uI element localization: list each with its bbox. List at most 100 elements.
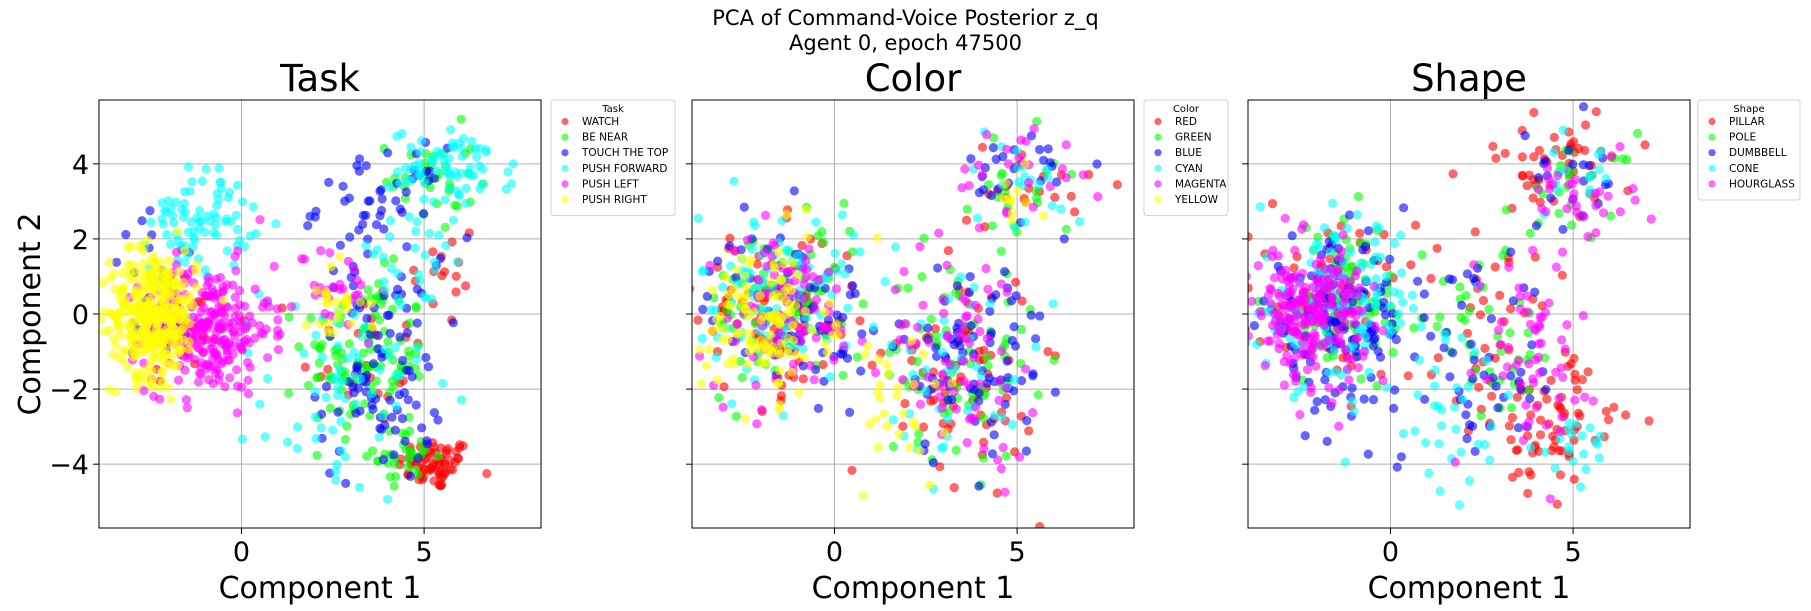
data-point: [1451, 424, 1461, 434]
data-point: [1334, 385, 1344, 395]
data-point: [758, 311, 768, 321]
data-point: [1493, 325, 1504, 335]
data-point: [1551, 367, 1561, 377]
data-point: [1478, 295, 1488, 306]
data-point: [379, 224, 389, 234]
data-point: [713, 256, 723, 266]
data-point: [718, 402, 728, 412]
data-point: [1310, 405, 1320, 415]
data-point: [836, 259, 847, 269]
data-point: [773, 311, 783, 321]
data-point: [915, 242, 925, 252]
data-point: [1371, 274, 1381, 284]
data-point: [208, 353, 218, 363]
data-point: [1498, 371, 1508, 381]
legend-marker: [1708, 149, 1716, 157]
data-point: [233, 246, 243, 256]
data-point: [1347, 396, 1357, 407]
data-point: [1410, 426, 1420, 436]
data-point: [938, 294, 948, 304]
data-point: [1024, 426, 1034, 436]
data-point: [1493, 403, 1503, 413]
data-point: [747, 244, 757, 254]
data-point: [1001, 179, 1011, 189]
data-point: [1228, 259, 1237, 268]
data-point: [394, 557, 403, 566]
data-point: [328, 425, 338, 435]
data-point: [450, 200, 460, 210]
data-point: [811, 217, 821, 227]
data-point: [145, 206, 155, 216]
data-point: [825, 372, 835, 382]
data-point: [837, 210, 848, 220]
data-point: [352, 363, 362, 373]
data-point: [720, 272, 731, 282]
data-point: [1353, 363, 1363, 373]
data-point: [391, 401, 401, 411]
data-point: [231, 266, 241, 276]
data-point: [736, 328, 746, 338]
data-point: [346, 318, 356, 328]
data-point: [1437, 405, 1447, 415]
data-point: [718, 282, 728, 292]
data-point: [1568, 456, 1578, 466]
data-point: [867, 360, 877, 370]
data-point: [404, 531, 413, 540]
data-point: [292, 443, 302, 453]
data-point: [715, 311, 725, 321]
data-point: [985, 299, 995, 309]
data-point: [1328, 198, 1338, 208]
data-point: [981, 263, 991, 274]
data-point: [719, 382, 729, 392]
data-point: [701, 361, 712, 371]
data-point: [1518, 435, 1528, 446]
data-point: [400, 436, 410, 446]
data-point: [727, 399, 737, 409]
data-point: [983, 284, 993, 294]
data-point: [1381, 271, 1391, 281]
data-point: [168, 323, 178, 333]
data-point: [261, 324, 271, 334]
data-point: [299, 348, 309, 358]
data-point: [353, 352, 363, 363]
data-point: [306, 313, 316, 323]
data-point: [132, 307, 142, 317]
data-point: [1486, 421, 1496, 431]
data-point: [413, 470, 423, 480]
data-point: [793, 250, 803, 260]
data-point: [1043, 173, 1053, 183]
data-point: [1553, 170, 1563, 181]
legend-marker: [1708, 133, 1716, 141]
data-point: [1287, 231, 1297, 241]
data-point: [984, 373, 994, 383]
data-point: [1504, 421, 1514, 431]
data-point: [375, 315, 385, 325]
data-point: [236, 317, 246, 327]
data-point: [1572, 207, 1582, 217]
data-point: [416, 136, 427, 146]
data-point: [1319, 338, 1330, 348]
data-point: [1500, 148, 1510, 158]
data-point: [848, 230, 859, 240]
data-point: [1430, 401, 1440, 411]
data-point: [387, 264, 397, 274]
data-point: [1050, 192, 1060, 202]
data-point: [1276, 267, 1286, 277]
data-point: [446, 125, 456, 135]
data-point: [894, 429, 904, 439]
data-point: [338, 181, 348, 191]
legend-box: [1143, 99, 1229, 217]
data-point: [871, 368, 881, 378]
data-point: [937, 369, 948, 379]
data-point: [286, 302, 296, 312]
data-point: [949, 483, 959, 493]
data-point: [1594, 453, 1604, 463]
data-point: [462, 233, 472, 243]
data-point: [1286, 288, 1296, 298]
data-point: [1486, 314, 1496, 324]
data-point: [808, 272, 818, 282]
data-point: [1480, 343, 1490, 353]
data-point: [180, 246, 190, 256]
data-point: [303, 380, 314, 390]
